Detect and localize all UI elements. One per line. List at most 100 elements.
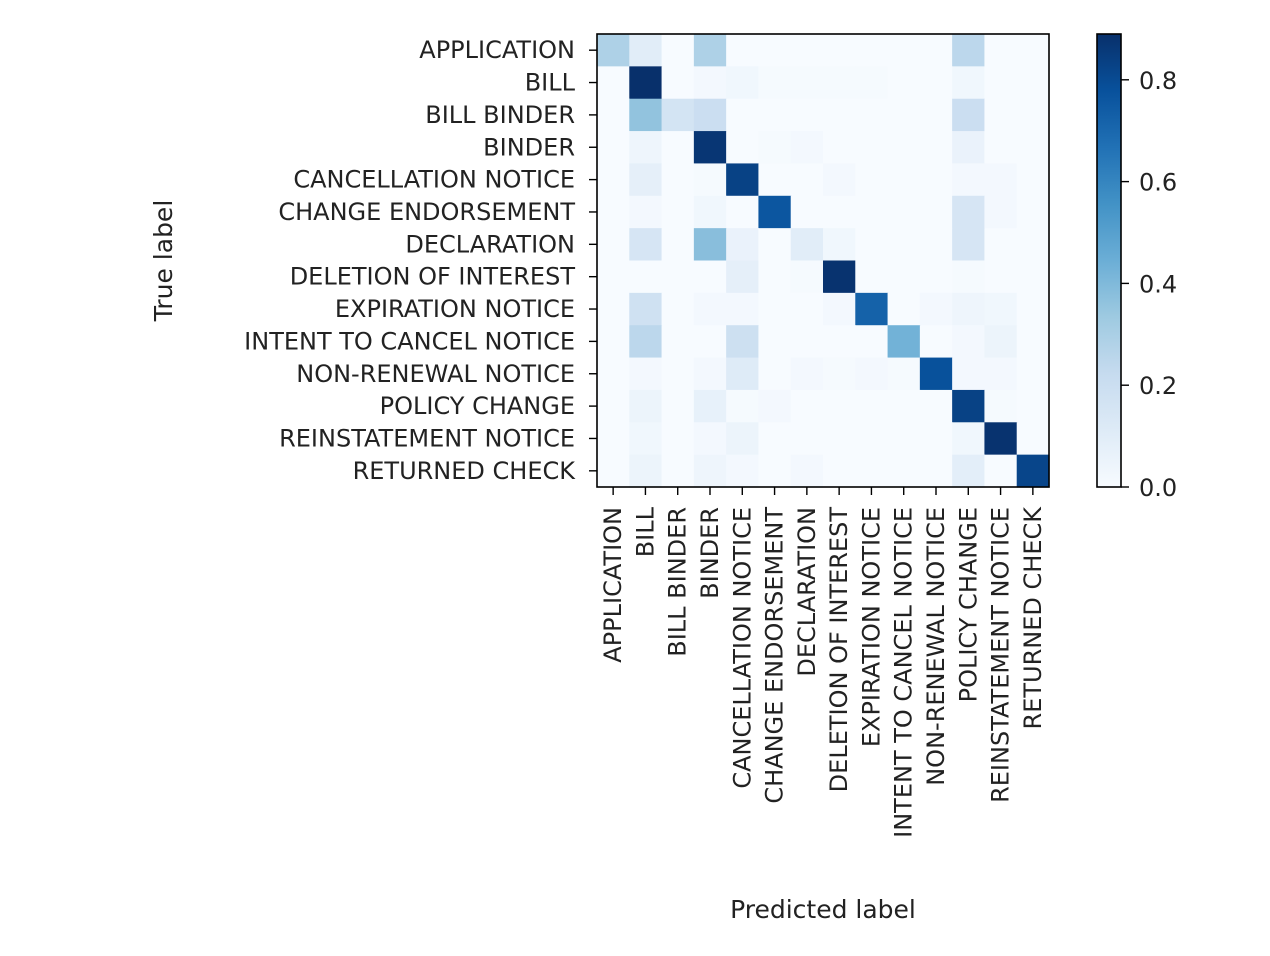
y-tick-label: EXPIRATION NOTICE <box>335 295 575 323</box>
heatmap-cell <box>952 66 986 100</box>
heatmap-cell <box>661 325 695 359</box>
heatmap-cell <box>855 454 889 488</box>
heatmap-cell <box>919 454 953 488</box>
y-tick-label: CHANGE ENDORSEMENT <box>278 198 575 226</box>
heatmap-cell <box>823 98 856 132</box>
heatmap-cell <box>855 131 889 165</box>
x-tick-label: CANCELLATION NOTICE <box>728 507 756 789</box>
heatmap-cell <box>887 357 921 391</box>
heatmap-cell <box>984 228 1018 262</box>
heatmap-cell <box>693 98 727 132</box>
heatmap-cell <box>1016 66 1050 100</box>
heatmap-cell <box>952 98 986 132</box>
heatmap-cell <box>984 454 1018 488</box>
heatmap-cell <box>919 34 953 67</box>
heatmap-cell <box>790 422 824 456</box>
heatmap-cell <box>1016 195 1050 229</box>
heatmap-cell <box>952 260 986 294</box>
heatmap-cell <box>919 163 953 197</box>
heatmap-cell <box>919 98 953 132</box>
heatmap-cell <box>661 389 695 423</box>
x-tick-label: CHANGE ENDORSEMENT <box>761 507 789 804</box>
heatmap-cell <box>1016 325 1050 359</box>
heatmap-cell <box>661 228 695 262</box>
heatmap-cell <box>790 292 824 326</box>
heatmap-cell <box>1016 98 1050 132</box>
heatmap-cell <box>790 260 824 294</box>
heatmap-cell <box>661 195 695 229</box>
heatmap-cell <box>887 131 921 165</box>
x-tick-label: BILL BINDER <box>664 507 692 657</box>
y-tick-label: BILL BINDER <box>425 101 575 129</box>
heatmap-cell <box>887 292 921 326</box>
heatmap-cell <box>597 98 630 132</box>
heatmap-cell <box>629 389 663 423</box>
heatmap-cell <box>823 454 856 488</box>
heatmap-cell <box>1016 422 1050 456</box>
heatmap-cell <box>693 325 727 359</box>
heatmap-cell <box>726 66 760 100</box>
heatmap-cell <box>629 357 663 391</box>
heatmap-cell <box>758 260 792 294</box>
heatmap-cell <box>855 292 889 326</box>
heatmap-cell <box>919 228 953 262</box>
heatmap-cell <box>984 195 1018 229</box>
heatmap-cell <box>758 131 792 165</box>
heatmap-cell <box>919 422 953 456</box>
heatmap-cell <box>790 66 824 100</box>
heatmap-cell <box>790 98 824 132</box>
heatmap-cell <box>693 131 727 165</box>
heatmap-cell <box>790 131 824 165</box>
heatmap-cell <box>984 389 1018 423</box>
heatmap-cell <box>629 454 663 488</box>
heatmap-cell <box>952 422 986 456</box>
heatmap-cell <box>887 66 921 100</box>
heatmap-cell <box>823 422 856 456</box>
heatmap-cell <box>823 195 856 229</box>
colorbar <box>1096 33 1122 488</box>
heatmap-cell <box>726 389 760 423</box>
heatmap-cell <box>952 357 986 391</box>
x-tick-label: APPLICATION <box>599 507 627 663</box>
heatmap-cell <box>693 34 727 67</box>
heatmap-cell <box>597 260 630 294</box>
heatmap-cell <box>597 163 630 197</box>
heatmap-cell <box>823 163 856 197</box>
heatmap-cell <box>823 292 856 326</box>
heatmap-cell <box>726 34 760 67</box>
heatmap-cell <box>855 260 889 294</box>
heatmap-cell <box>629 98 663 132</box>
heatmap-cell <box>887 163 921 197</box>
heatmap-cell <box>597 34 630 67</box>
heatmap-cell <box>597 292 630 326</box>
heatmap-cell <box>984 66 1018 100</box>
heatmap-cell <box>597 228 630 262</box>
heatmap-cell <box>726 228 760 262</box>
heatmap-cell <box>629 163 663 197</box>
heatmap-cell <box>629 131 663 165</box>
heatmap-cell <box>790 228 824 262</box>
heatmap-cell <box>1016 131 1050 165</box>
heatmap-cell <box>823 389 856 423</box>
heatmap-cell <box>661 292 695 326</box>
x-tick-labels: APPLICATION BILL BILL BINDER BINDER CANCELLA… <box>599 487 1047 838</box>
heatmap-cell <box>693 195 727 229</box>
y-tick-label: RETURNED CHECK <box>353 457 577 485</box>
heatmap-cell <box>952 454 986 488</box>
heatmap-cell <box>726 98 760 132</box>
y-tick-label: BILL <box>525 69 576 97</box>
heatmap-cell <box>758 34 792 67</box>
y-tick-label: INTENT TO CANCEL NOTICE <box>244 327 575 355</box>
heatmap-cell <box>855 422 889 456</box>
heatmap-cell <box>887 98 921 132</box>
x-tick-label: RETURNED CHECK <box>1019 506 1047 730</box>
colorbar-ticks: 0.0 0.2 0.4 0.6 0.8 <box>1121 67 1177 502</box>
heatmap-cell <box>597 422 630 456</box>
heatmap-cell <box>693 422 727 456</box>
heatmap-cell <box>887 325 921 359</box>
heatmap-cell <box>758 66 792 100</box>
heatmap-cell <box>597 389 630 423</box>
x-tick-label: REINSTATEMENT NOTICE <box>987 507 1015 803</box>
